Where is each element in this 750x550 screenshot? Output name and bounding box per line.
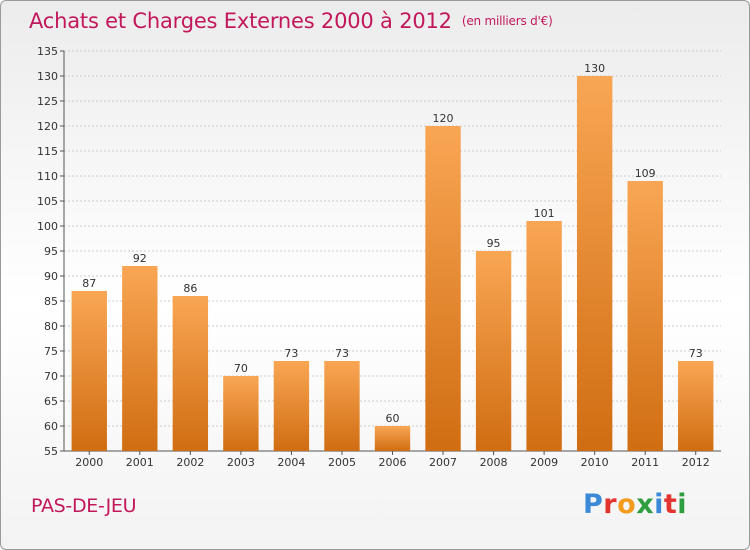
y-tick-label: 120	[37, 120, 58, 133]
logo-letter: i	[654, 489, 664, 520]
logo-letter: x	[636, 489, 655, 520]
y-tick-label: 90	[44, 270, 58, 283]
y-tick-label: 105	[37, 195, 58, 208]
bar-2003	[223, 376, 259, 451]
data-label: 95	[487, 237, 501, 250]
bar-2009	[526, 221, 562, 451]
x-tick-label: 2011	[631, 456, 659, 469]
data-label: 101	[534, 207, 555, 220]
data-label: 109	[635, 167, 656, 180]
logo-letter: r	[603, 489, 618, 520]
y-tick-label: 100	[37, 220, 58, 233]
x-tick-label: 2008	[480, 456, 508, 469]
bar-2002	[172, 296, 209, 451]
bar-2004	[273, 361, 310, 451]
y-tick-label: 135	[37, 45, 58, 58]
data-label: 73	[689, 347, 703, 360]
y-tick-label: 75	[44, 345, 58, 358]
data-label: 87	[82, 277, 96, 290]
x-tick-label: 2010	[581, 456, 609, 469]
bar-2001	[122, 266, 158, 451]
logo-letter: P	[583, 489, 604, 520]
y-tick-label: 65	[44, 395, 58, 408]
logo-letter: t	[663, 489, 678, 520]
data-label: 86	[183, 282, 197, 295]
y-tick-label: 55	[44, 445, 58, 458]
x-tick-label: 2001	[126, 456, 154, 469]
y-tick-label: 110	[37, 170, 58, 183]
data-label: 73	[284, 347, 298, 360]
chart-title: Achats et Charges Externes 2000 à 2012 (e…	[29, 9, 553, 33]
y-tick-label: 95	[44, 245, 58, 258]
y-tick-label: 80	[44, 320, 58, 333]
bar-2007	[425, 126, 461, 451]
chart-title-text: Achats et Charges Externes 2000 à 2012	[29, 9, 452, 33]
x-tick-label: 2006	[379, 456, 407, 469]
bar-2012	[678, 361, 714, 451]
x-tick-label: 2003	[227, 456, 255, 469]
proxiti-logo: Proxiti	[583, 489, 687, 520]
commune-name: PAS-DE-JEU	[31, 495, 137, 517]
x-tick-label: 2012	[682, 456, 710, 469]
y-tick-label: 130	[37, 70, 58, 83]
bar-2011	[627, 181, 663, 451]
bar-2005	[324, 361, 360, 451]
data-label: 120	[433, 112, 454, 125]
data-label: 70	[234, 362, 248, 375]
chart-subtitle: (en milliers d'€)	[461, 14, 553, 28]
y-tick-label: 70	[44, 370, 58, 383]
data-label: 73	[335, 347, 349, 360]
data-label: 92	[133, 252, 147, 265]
bar-2000	[71, 291, 107, 451]
x-tick-label: 2007	[429, 456, 457, 469]
y-tick-label: 85	[44, 295, 58, 308]
x-tick-label: 2009	[530, 456, 558, 469]
y-tick-label: 60	[44, 420, 58, 433]
logo-letter: o	[617, 489, 637, 520]
x-tick-label: 2004	[277, 456, 305, 469]
logo-letter: i	[677, 489, 688, 520]
x-tick-label: 2005	[328, 456, 356, 469]
data-label: 130	[584, 62, 605, 75]
bar-2010	[576, 76, 613, 451]
y-tick-label: 125	[37, 95, 58, 108]
data-label: 60	[386, 412, 400, 425]
x-tick-label: 2002	[176, 456, 204, 469]
bar-2006	[374, 426, 411, 451]
bar-2008	[475, 251, 512, 451]
y-tick-label: 115	[37, 145, 58, 158]
x-tick-label: 2000	[75, 456, 103, 469]
